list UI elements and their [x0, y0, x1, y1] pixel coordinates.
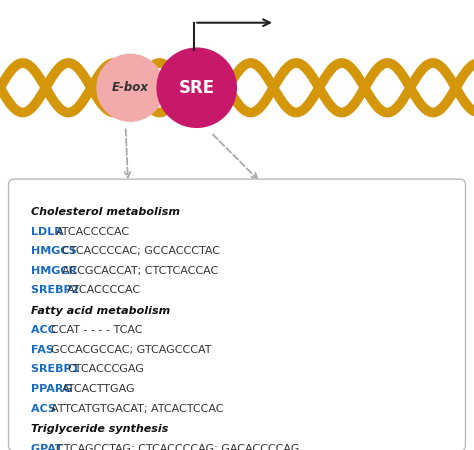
Text: E-box: E-box: [112, 81, 149, 94]
Text: HMGCR: HMGCR: [31, 266, 81, 276]
Text: PPARG: PPARG: [31, 384, 76, 394]
Ellipse shape: [156, 47, 237, 128]
Text: Cholesterol metabolism: Cholesterol metabolism: [31, 207, 180, 217]
Text: ACCGCACCAT; CTCTCACCAC: ACCGCACCAT; CTCTCACCAC: [62, 266, 218, 276]
Text: CCAT - - - - TCAC: CCAT - - - - TCAC: [51, 325, 143, 335]
Text: ACS: ACS: [31, 404, 60, 414]
Text: Triglyceride synthesis: Triglyceride synthesis: [31, 424, 168, 434]
Ellipse shape: [96, 54, 164, 122]
Text: ATCACTTGAG: ATCACTTGAG: [62, 384, 136, 394]
Text: CTCACCCCAC; GCCACCCTAC: CTCACCCCAC; GCCACCCTAC: [62, 246, 220, 256]
Text: GPAT: GPAT: [31, 444, 66, 450]
Text: SRE: SRE: [179, 79, 215, 97]
FancyBboxPatch shape: [9, 179, 465, 450]
Text: Fatty acid metabolism: Fatty acid metabolism: [31, 306, 170, 316]
Text: CTCACCCGAG: CTCACCCGAG: [67, 364, 144, 374]
Text: SREBP2: SREBP2: [31, 285, 83, 295]
Text: HMGCS: HMGCS: [31, 246, 81, 256]
Text: SREBP1: SREBP1: [31, 364, 83, 374]
Text: ATTCATGTGACAT; ATCACTCCAC: ATTCATGTGACAT; ATCACTCCAC: [51, 404, 223, 414]
Text: CTCAGCCTAG; CTCACCCCAG; GACACCCCAG: CTCAGCCTAG; CTCACCCCAG; GACACCCCAG: [56, 444, 300, 450]
Text: LDLR: LDLR: [31, 227, 66, 237]
Text: ATCACCCCAC: ATCACCCCAC: [56, 227, 130, 237]
Text: GCCACGCCAC; GTCAGCCCAT: GCCACGCCAC; GTCAGCCCAT: [51, 345, 211, 355]
Text: FAS: FAS: [31, 345, 57, 355]
Text: ACC: ACC: [31, 325, 60, 335]
Text: ATCACCCCAC: ATCACCCCAC: [67, 285, 141, 295]
